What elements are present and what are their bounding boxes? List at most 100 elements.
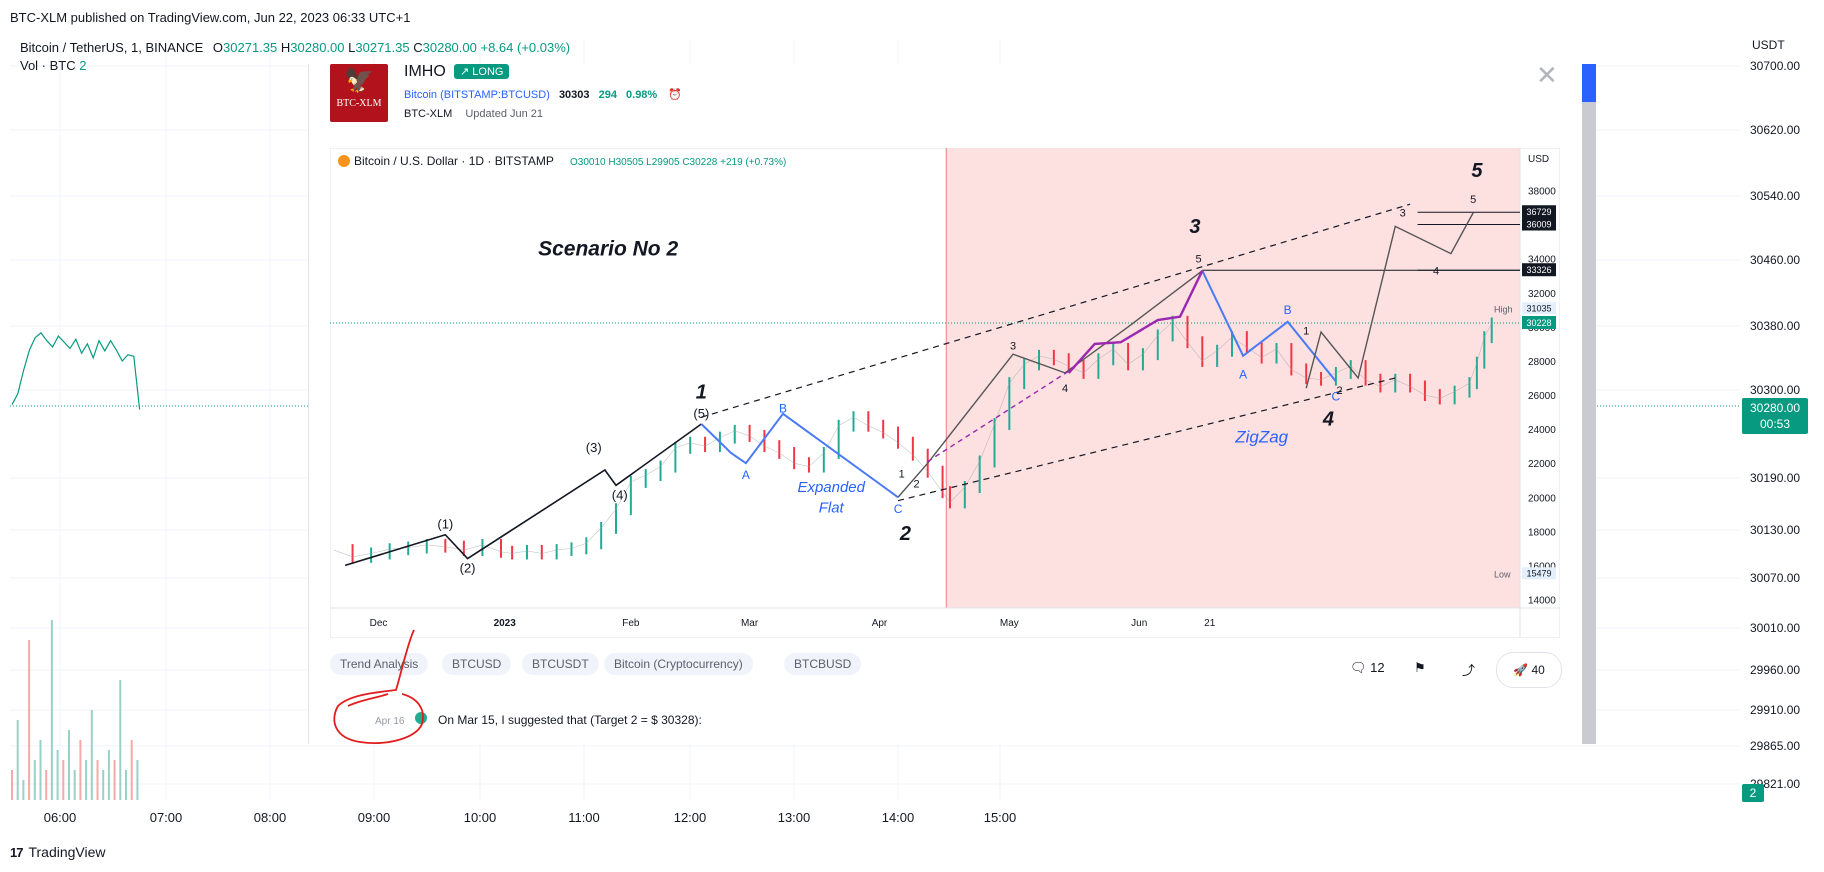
close-icon[interactable]: ✕ — [1536, 60, 1558, 90]
flag-icon[interactable]: ⚑ — [1414, 660, 1426, 675]
alarm-clock-icon[interactable]: ⏰ — [668, 89, 682, 101]
price-tick-label: 30700.00 — [1750, 59, 1800, 73]
idea-author-line: BTC-XLM Updated Jun 21 — [404, 108, 543, 120]
idea-symbol-price: 30303 — [558, 89, 590, 101]
target-price-label: 33326 — [1526, 265, 1551, 275]
idea-tag[interactable]: BTCUSDT — [522, 653, 599, 675]
wave-purple-dashed — [927, 370, 1070, 463]
scrollbar-thumb[interactable] — [1582, 64, 1596, 102]
low-value: 15479 — [1526, 568, 1551, 578]
wave-main-path — [344, 423, 702, 567]
tradingview-logo-icon: 17 — [10, 844, 24, 860]
idea-author-name[interactable]: BTC-XLM — [404, 108, 453, 120]
wave-zigzag-path — [1201, 270, 1337, 383]
idea-tag[interactable]: Bitcoin (Cryptocurrency) — [604, 653, 753, 675]
idea-time-tick: 21 — [1204, 618, 1216, 629]
wave-sub-label: 1 — [899, 468, 905, 480]
volume-legend: Vol · BTC 2 — [20, 58, 86, 73]
wave-main-label: (3) — [586, 440, 602, 455]
time-tick-label: 09:00 — [358, 810, 391, 825]
idea-title: IMHO — [404, 63, 446, 80]
tradingview-brand[interactable]: 17 TradingView — [10, 844, 106, 860]
idea-chart-ohlc: O30010 H30505 L29905 C30228 +219 (+0.73%… — [570, 157, 786, 168]
price-tick-label: 30070.00 — [1750, 571, 1800, 585]
idea-time-tick: Mar — [741, 618, 759, 629]
card-scrollbar[interactable] — [1582, 64, 1596, 744]
wave-sub-label: 2 — [914, 479, 920, 491]
wave-projection-label: 5 — [1470, 194, 1476, 206]
high-label: High — [1494, 304, 1513, 314]
idea-price-tick: 26000 — [1528, 391, 1556, 402]
time-tick-label: 13:00 — [778, 810, 811, 825]
price-tick-label: 30190.00 — [1750, 471, 1800, 485]
idea-symbol-line: Bitcoin (BITSTAMP:BTCUSD) 30303 294 0.98… — [404, 88, 682, 101]
wave-purple-path — [1067, 270, 1204, 374]
volume-tag: 2 — [1742, 784, 1764, 802]
bar-countdown: 00:53 — [1759, 417, 1791, 431]
wave-sub-label: 5 — [1196, 254, 1202, 266]
idea-tag[interactable]: Trend Analysis — [330, 653, 429, 675]
wave-projection-label: 4 — [1433, 266, 1439, 278]
boost-button[interactable]: 🚀 40 — [1496, 652, 1562, 688]
outer-c-value: 30280.00 — [422, 40, 477, 55]
time-tick-label: 11:00 — [568, 810, 600, 825]
expanded-flat-caption-line2: Flat — [819, 500, 845, 517]
outer-l-label: L — [348, 40, 356, 55]
shaded-date-range — [946, 148, 1520, 608]
price-tick-label: 30540.00 — [1750, 189, 1800, 203]
idea-symbol-change-pct: 0.98% — [626, 89, 658, 101]
rocket-icon: 🚀 — [1513, 663, 1529, 677]
comments-button[interactable]: 🗨 12 — [1350, 660, 1385, 676]
degree-wave-label: 5 — [1471, 160, 1483, 182]
expanded-flat-caption-line1: Expanded — [797, 479, 865, 496]
idea-symbol-change: 294 — [598, 89, 617, 101]
wave-sub-label: 4 — [1062, 383, 1068, 395]
idea-price-tick: 16000 — [1528, 561, 1556, 572]
idea-chart[interactable]: Bitcoin / U.S. Dollar · 1D · BITSTAMP O30… — [330, 148, 1560, 638]
idea-symbol-link[interactable]: Bitcoin (BITSTAMP:BTCUSD) — [404, 89, 550, 101]
last-price-value: 30280.00 — [1749, 401, 1801, 415]
price-tick-label: 29960.00 — [1750, 663, 1800, 677]
outer-symbol-legend: Bitcoin / TetherUS, 1, BINANCE O30271.35… — [20, 40, 570, 55]
long-badge: ↗ LONG — [454, 64, 510, 79]
channel-lower-line — [897, 377, 1396, 502]
wave-abc-path — [700, 412, 899, 499]
update-date: Apr 16 — [375, 716, 405, 727]
idea-chart-title: Bitcoin / U.S. Dollar · 1D · BITSTAMP — [354, 154, 554, 168]
degree-wave-label: 1 — [696, 381, 707, 403]
wave-abc-label: A — [742, 468, 750, 482]
author-avatar[interactable]: 🦅 BTC-XLM — [330, 64, 388, 122]
idea-tag[interactable]: BTCUSD — [442, 653, 512, 675]
idea-time-tick: 2023 — [494, 618, 517, 629]
outer-h-label: H — [280, 40, 291, 55]
wave-main-label: (4) — [612, 487, 628, 502]
idea-tag[interactable]: BTCBUSD — [784, 653, 862, 675]
wave-main-label: (5) — [693, 406, 709, 421]
outer-h-value: 30280.00 — [290, 40, 345, 55]
price-path — [333, 321, 1492, 558]
outer-price-line — [11, 332, 141, 410]
price-tick-label: 30010.00 — [1750, 621, 1800, 635]
high-value: 31035 — [1526, 303, 1551, 313]
outer-o-value: 30271.35 — [223, 40, 278, 55]
target-price-tag — [1522, 263, 1556, 277]
idea-currency-label: USD — [1528, 154, 1549, 165]
time-tick-label: 08:00 — [254, 810, 287, 825]
outer-l-value: 30271.35 — [355, 40, 410, 55]
idea-price-tick: 18000 — [1528, 527, 1556, 538]
wave-zigzag-label: A — [1239, 368, 1247, 382]
share-icon[interactable]: ⤴ — [1462, 663, 1476, 678]
wave-zigzag-label: B — [1284, 303, 1292, 317]
low-label: Low — [1494, 569, 1511, 579]
wave-main-label: (1) — [437, 517, 453, 532]
update-dot-icon — [415, 712, 427, 724]
price-tick-label: 30130.00 — [1750, 523, 1800, 537]
idea-price-tick: 22000 — [1528, 459, 1556, 470]
idea-price-tick: 32000 — [1528, 289, 1556, 300]
price-tick-label: 30620.00 — [1750, 123, 1800, 137]
current-price-label: 30228 — [1526, 318, 1551, 328]
idea-time-tick: Apr — [872, 618, 888, 629]
outer-c-label: C — [413, 40, 423, 55]
time-tick-label: 12:00 — [674, 810, 707, 825]
idea-time-tick: Dec — [370, 618, 388, 629]
